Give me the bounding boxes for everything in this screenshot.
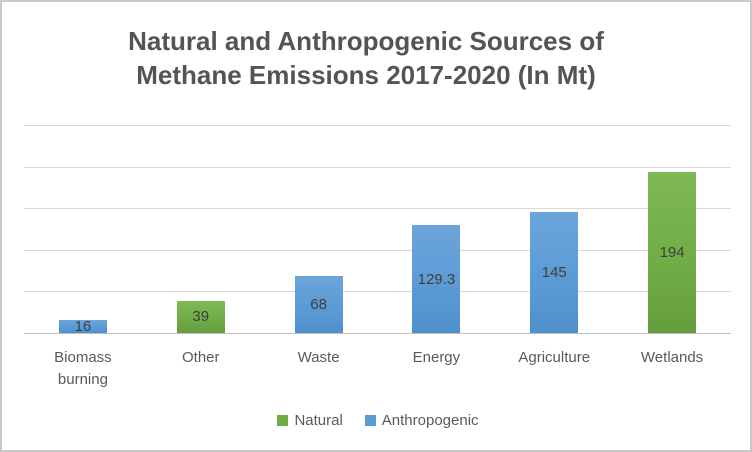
chart-title: Natural and Anthropogenic Sources of Met… <box>128 26 604 90</box>
gridline-250 <box>24 125 731 126</box>
category-label-agriculture: Agriculture <box>518 349 591 366</box>
bar-value-label: 68 <box>310 296 327 314</box>
legend-label-anthropogenic: Anthropogenic <box>381 412 479 429</box>
bar-wetlands: 194 <box>648 171 697 333</box>
bar-value-label: 16 <box>74 317 92 335</box>
category-axis: Biomass burning Other Waste Energy Agricultu… <box>24 347 731 391</box>
bar-waste: 68 <box>294 276 343 333</box>
category-label-biomass-burning: Biomass burning <box>54 349 112 388</box>
legend-label-natural: Natural <box>294 412 343 429</box>
category-label-waste: Waste <box>297 349 340 366</box>
bar-other: 39 <box>176 300 225 333</box>
category-label-other: Other <box>181 349 220 366</box>
legend-item-anthropogenic: Anthropogenic <box>364 412 479 429</box>
bar-value-label: 129.3 <box>417 270 456 288</box>
category-label-wetlands: Wetlands <box>640 349 704 366</box>
gridline-100 <box>24 249 731 251</box>
natural-series-swatch-icon <box>277 415 289 426</box>
gridline-150 <box>24 208 731 210</box>
bar-value-label: 39 <box>192 308 210 326</box>
category-label-energy: Energy <box>412 349 461 366</box>
gridline-50 <box>24 291 731 293</box>
bar-energy: 129.3 <box>412 225 461 333</box>
bar-value-label: 194 <box>659 243 685 261</box>
x-axis-line <box>24 333 731 334</box>
bar-value-label: 145 <box>541 264 567 282</box>
anthropogenic-series-swatch-icon <box>364 415 376 426</box>
bar-biomass-burning: 16 <box>58 317 107 335</box>
legend: Natural Anthropogenic <box>2 412 750 429</box>
gridline-200 <box>24 166 731 168</box>
bar-agriculture: 145 <box>530 212 579 333</box>
legend-item-natural: Natural <box>277 412 343 429</box>
